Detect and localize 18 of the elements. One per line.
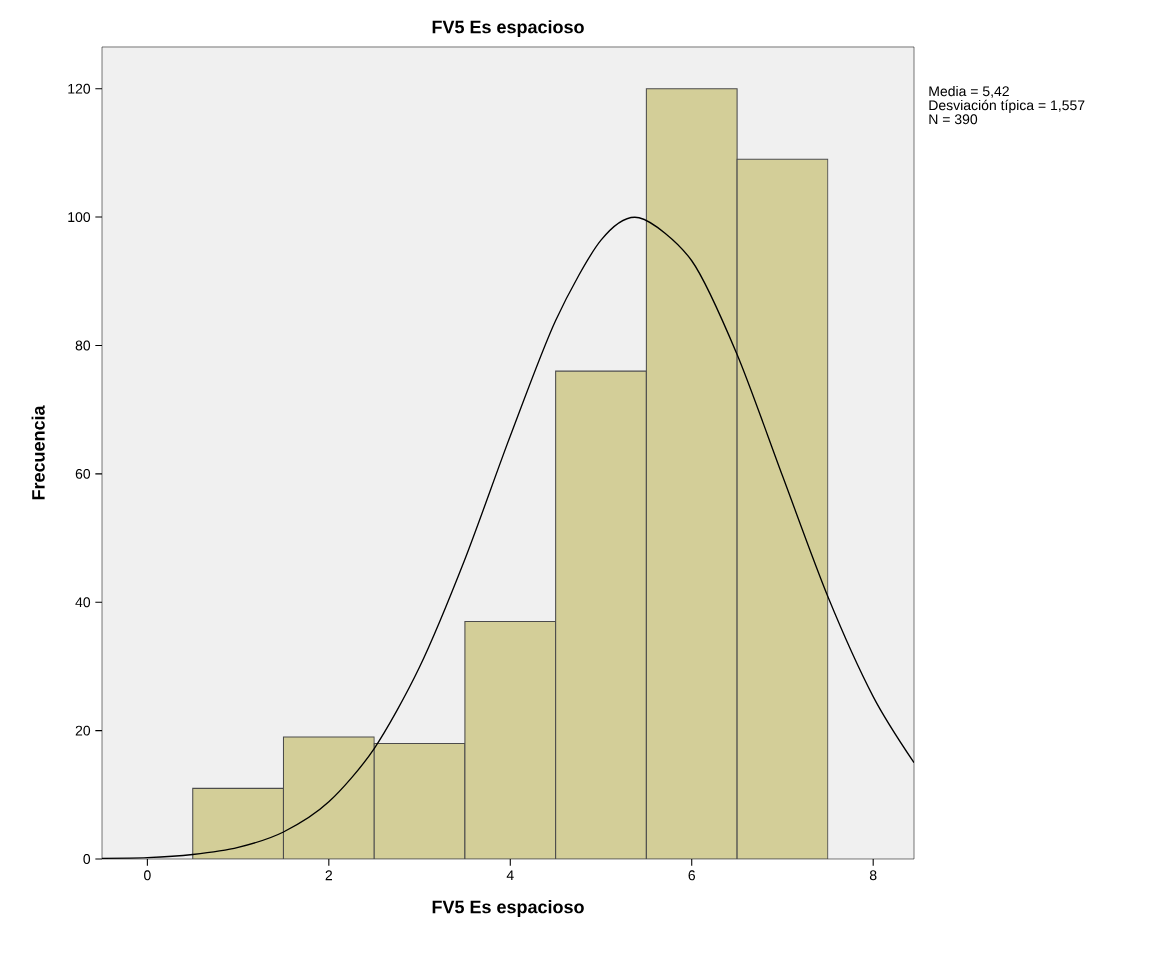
- x-tick-label: 0: [144, 870, 151, 881]
- chart-title: FV5 Es espacioso: [432, 20, 584, 37]
- x-tick-label: 6: [688, 870, 696, 881]
- x-tick-label: 2: [325, 870, 332, 881]
- text: Desviación típica = 1,557: [929, 99, 1085, 113]
- x-tick-label: 8: [869, 870, 877, 881]
- y-tick-label: 100: [68, 212, 91, 223]
- y-tick-label: 40: [75, 597, 91, 608]
- y-tick-label: 120: [68, 83, 91, 94]
- y-tick-label: 60: [75, 468, 91, 479]
- x-axis-title: FV5 Es espacioso: [432, 900, 584, 917]
- y-tick-label: 0: [83, 854, 91, 864]
- text: N = 390: [929, 114, 978, 125]
- x-tick-label: 4: [506, 870, 514, 880]
- y-tick-label: 80: [75, 340, 91, 351]
- text: Media = 5,42: [929, 85, 1009, 98]
- y-axis-title: Frecuencia: [31, 405, 45, 500]
- y-tick-label: 20: [75, 725, 91, 736]
